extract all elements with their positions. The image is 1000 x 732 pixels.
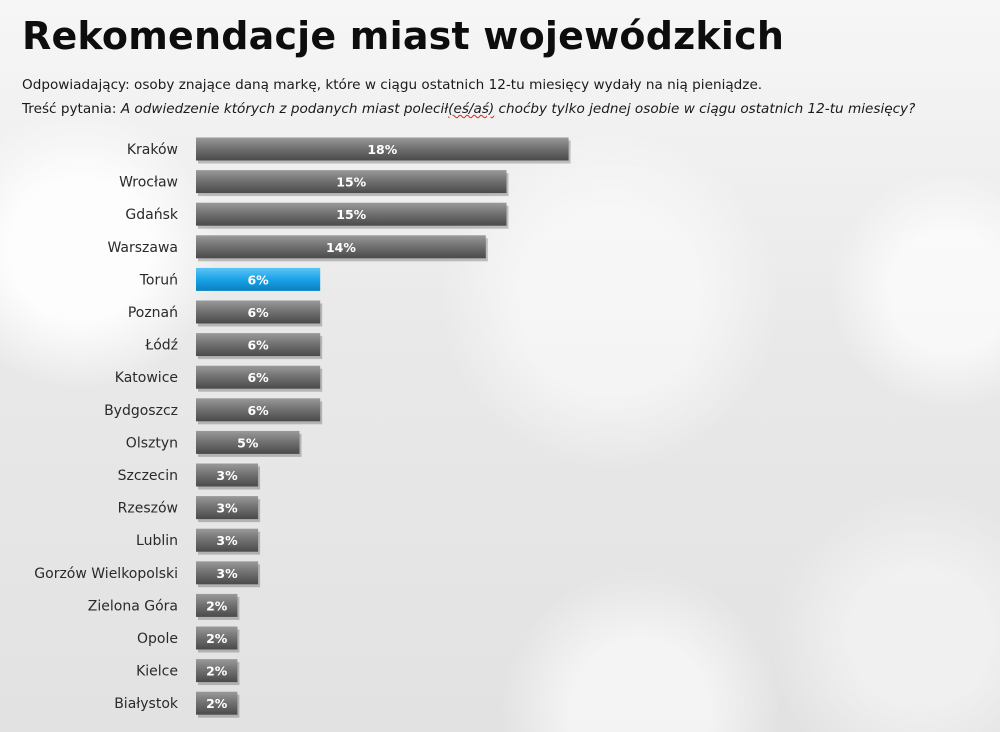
question-label: Treść pytania: <box>22 101 117 117</box>
category-label: Kraków <box>127 142 178 158</box>
data-label: 5% <box>237 435 259 450</box>
category-label: Gorzów Wielkopolski <box>34 566 178 582</box>
category-label: Lublin <box>136 533 178 549</box>
category-label: Bydgoszcz <box>104 403 178 419</box>
category-label: Katowice <box>115 370 178 386</box>
data-label: 3% <box>216 566 238 581</box>
data-label: 6% <box>247 272 269 287</box>
bar <box>196 463 259 487</box>
data-label: 2% <box>206 631 228 646</box>
bar <box>196 430 300 454</box>
data-label: 18% <box>367 142 397 157</box>
data-label: 6% <box>247 338 269 353</box>
category-label: Gdańsk <box>125 207 178 223</box>
bar <box>196 235 486 259</box>
page-title: Rekomendacje miast wojewódzkich <box>22 14 785 58</box>
data-label: 3% <box>216 468 238 483</box>
category-label: Toruń <box>139 272 178 288</box>
category-label: Opole <box>137 631 178 647</box>
category-label: Szczecin <box>118 468 178 484</box>
category-label: Wrocław <box>119 175 178 191</box>
bar <box>196 365 321 389</box>
category-label: Rzeszów <box>118 501 178 517</box>
data-label: 3% <box>216 533 238 548</box>
bar <box>196 691 238 715</box>
respondents-line: Odpowiadający: osoby znające daną markę,… <box>22 77 762 93</box>
category-label: Olsztyn <box>126 435 178 451</box>
data-label: 6% <box>247 403 269 418</box>
category-label: Poznań <box>128 305 178 321</box>
data-label: 14% <box>326 240 356 255</box>
question-text-spell: (eś/aś) <box>448 101 495 117</box>
data-label: 15% <box>336 207 366 222</box>
data-label: 6% <box>247 370 269 385</box>
bar-chart: Kraków 18% Wrocław 15% Gdańsk 15% Warszawa 14% T… <box>34 137 571 718</box>
bar <box>196 333 321 357</box>
bar-highlight <box>196 267 321 291</box>
category-label: Białystok <box>114 696 179 712</box>
question-text: A odwiedzenie których z podanych miast p… <box>121 101 916 117</box>
category-label: Warszawa <box>107 240 178 256</box>
bar <box>196 398 321 422</box>
question-text-b: choćby tylko jednej osobie w ciągu ostat… <box>494 101 916 117</box>
category-label: Łódź <box>144 338 178 354</box>
category-label: Kielce <box>136 664 178 680</box>
data-label: 2% <box>206 664 228 679</box>
respondents-text: osoby znające daną markę, które w ciągu … <box>134 77 763 93</box>
bar <box>196 202 507 226</box>
bar <box>196 137 569 161</box>
bar <box>196 626 238 650</box>
data-label: 2% <box>206 598 228 613</box>
data-label: 2% <box>206 696 228 711</box>
bar <box>196 593 238 617</box>
question-line: Treść pytania: A odwiedzenie których z p… <box>22 101 915 117</box>
bar <box>196 659 238 683</box>
respondents-label: Odpowiadający: <box>22 77 130 93</box>
bar <box>196 561 259 585</box>
bar <box>196 528 259 552</box>
bar <box>196 170 507 194</box>
data-label: 3% <box>216 501 238 516</box>
category-label: Zielona Góra <box>88 598 178 614</box>
bar <box>196 300 321 324</box>
question-text-a: A odwiedzenie których z podanych miast p… <box>120 101 449 117</box>
data-label: 15% <box>336 175 366 190</box>
data-label: 6% <box>247 305 269 320</box>
bar <box>196 496 259 520</box>
